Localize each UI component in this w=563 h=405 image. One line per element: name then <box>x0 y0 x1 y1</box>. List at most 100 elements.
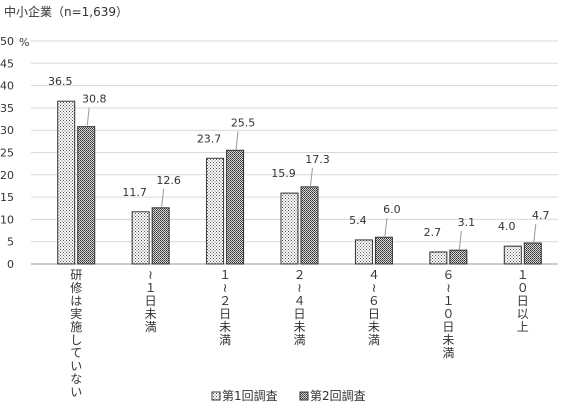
legend-swatch <box>299 391 309 401</box>
data-label: 23.7 <box>197 132 222 145</box>
category-label-char: 以 <box>517 307 529 321</box>
category-label-char: 満 <box>145 320 157 334</box>
label-leader-line <box>86 107 90 126</box>
category-label-char: 未 <box>145 307 157 321</box>
data-label: 3.1 <box>458 216 476 229</box>
data-label: 30.8 <box>82 93 107 106</box>
bar <box>300 186 319 265</box>
category-label-char: 修 <box>70 280 82 295</box>
category-label-char: 研 <box>70 268 82 282</box>
category-label-char: ~ <box>218 283 232 293</box>
category-label-char: 日 <box>219 307 231 321</box>
data-label: 12.6 <box>156 174 181 187</box>
y-tick-label: 30 <box>0 124 14 137</box>
bar <box>354 239 373 265</box>
bar <box>374 236 393 265</box>
category-label-char: い <box>70 385 82 399</box>
data-label: 25.5 <box>231 116 256 129</box>
bar <box>280 192 299 265</box>
category-label-char: ０ <box>442 307 454 321</box>
category-label-char: 満 <box>219 333 231 347</box>
category-label-char: 未 <box>293 320 305 334</box>
category-label-char: 日 <box>368 307 380 321</box>
label-leader-line <box>458 231 462 250</box>
category-label-char: ~ <box>293 283 307 293</box>
legend-label: 第1回調査 <box>222 389 278 403</box>
category-label-char: 未 <box>219 320 231 334</box>
category-label-char: ０ <box>517 281 529 295</box>
data-label: 6.0 <box>383 203 401 216</box>
category-label-char: て <box>70 346 82 360</box>
data-label: 15.9 <box>271 167 296 180</box>
bar <box>429 251 448 265</box>
category-label-char: な <box>70 372 82 386</box>
bar <box>503 245 522 265</box>
data-label: 17.3 <box>305 153 330 166</box>
category-label-char: 上 <box>517 320 529 334</box>
y-axis-unit: % <box>19 36 29 49</box>
y-axis: 0 5 10 15 20 25 30 35 40 45 50 <box>0 35 558 271</box>
category-label-char: し <box>70 333 82 347</box>
category-label-char: １ <box>145 281 157 295</box>
data-label: 4.7 <box>532 209 550 222</box>
bar <box>523 242 542 265</box>
bar <box>151 207 170 265</box>
category-label-char: ２ <box>293 268 305 282</box>
category-label-char: ~ <box>441 283 455 293</box>
legend-swatch <box>211 391 221 401</box>
legend-label: 第2回調査 <box>310 389 366 403</box>
category-label-char: ~ <box>367 283 381 293</box>
category-label-char: は <box>70 294 82 308</box>
y-tick-label: 10 <box>0 213 14 226</box>
data-labels: 36.5 30.8 11.7 12.6 23.7 25.5 15.9 17.3 5.4 6.0 2.… <box>48 75 550 239</box>
data-label: 5.4 <box>349 214 367 227</box>
x-axis-categories: 研修は実施していない~１日未満１~２日未満２~４日未満４~６日未満６~１０日未満… <box>70 268 529 399</box>
category-label-char: 未 <box>442 333 454 347</box>
category-label-char: 未 <box>368 320 380 334</box>
bar <box>57 100 76 265</box>
y-tick-label: 40 <box>0 80 14 93</box>
bar <box>226 149 245 265</box>
y-tick-label: 35 <box>0 102 14 115</box>
category-label-char: ６ <box>368 294 380 308</box>
y-tick-label: 20 <box>0 169 14 182</box>
bar <box>449 249 468 265</box>
category-label-char: 満 <box>368 333 380 347</box>
y-tick-label: 25 <box>0 147 14 160</box>
y-tick-label: 50 <box>0 35 14 48</box>
category-label-char: 実 <box>70 306 82 321</box>
category-label-char: １ <box>442 294 454 308</box>
data-label: 11.7 <box>122 186 147 199</box>
category-label-char: ４ <box>368 268 380 282</box>
bar <box>206 157 225 265</box>
y-tick-label: 15 <box>0 191 14 204</box>
label-leader-line <box>310 167 313 186</box>
category-label-char: 満 <box>293 333 305 347</box>
y-tick-label: 0 <box>7 258 14 271</box>
category-label-char: 満 <box>442 346 454 360</box>
data-label: 36.5 <box>48 75 73 88</box>
bar <box>131 211 150 265</box>
label-leader-lines <box>86 107 537 250</box>
category-label-char: 日 <box>442 320 454 334</box>
category-label-char: い <box>70 359 82 373</box>
bars <box>57 100 542 265</box>
category-label-char: 日 <box>293 307 305 321</box>
label-leader-line <box>533 223 537 243</box>
data-label: 2.7 <box>424 226 442 239</box>
chart-title: 中小企業（n=1,639） <box>4 5 129 19</box>
label-leader-line <box>161 188 165 207</box>
category-label-char: 施 <box>70 320 82 334</box>
bar <box>77 126 96 265</box>
legend: 第1回調査 第2回調査 <box>211 389 366 403</box>
category-label-char: 日 <box>145 294 157 308</box>
category-label-char: ２ <box>219 294 231 308</box>
data-label: 4.0 <box>498 220 516 233</box>
y-tick-label: 5 <box>7 236 14 249</box>
category-label-char: ４ <box>293 294 305 308</box>
category-label-char: 日 <box>517 294 529 308</box>
category-label-char: １ <box>517 268 529 282</box>
category-label-char: ６ <box>442 268 454 282</box>
y-tick-label: 45 <box>0 57 14 70</box>
